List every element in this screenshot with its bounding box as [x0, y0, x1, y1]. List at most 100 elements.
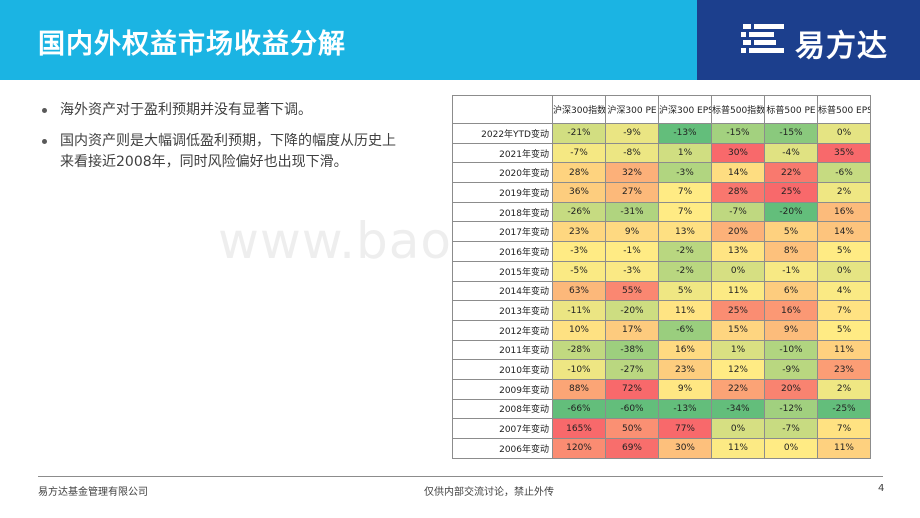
company-logo: 易方达 [697, 0, 920, 80]
value-cell: -15% [711, 123, 765, 144]
value-cell: 0% [711, 260, 765, 282]
value-cell: -66% [552, 398, 606, 420]
value-cell: 16% [658, 339, 712, 361]
value-cell: 20% [764, 378, 818, 400]
value-cell: 36% [552, 182, 606, 203]
row-label: 2009年变动 [452, 378, 553, 400]
value-cell: 0% [764, 438, 818, 459]
value-cell: 9% [605, 221, 659, 243]
row-label: 2015年变动 [452, 260, 553, 282]
table-row: 2006年变动 120% 69% 30% 11% 0% 11% [452, 438, 871, 459]
value-cell: 11% [711, 438, 765, 459]
value-cell: 165% [552, 418, 606, 439]
row-label: 2007年变动 [452, 418, 553, 439]
table-row: 2015年变动 -5% -3% -2% 0% -1% 0% [452, 260, 871, 282]
value-cell: -13% [658, 123, 712, 144]
row-label: 2020年变动 [452, 162, 553, 184]
value-cell: 25% [764, 182, 818, 203]
value-cell: -25% [817, 398, 871, 420]
value-cell: -1% [605, 241, 659, 262]
value-cell: 11% [658, 300, 712, 321]
value-cell: 11% [817, 438, 871, 459]
value-cell: 9% [658, 378, 712, 400]
value-cell: 27% [605, 182, 659, 203]
value-cell: 28% [552, 162, 606, 184]
row-label: 2016年变动 [452, 241, 553, 262]
table-row: 2019年变动 36% 27% 7% 28% 25% 2% [452, 182, 871, 203]
value-cell: 120% [552, 438, 606, 459]
table-row: 2010年变动 -10% -27% 23% 12% -9% 23% [452, 359, 871, 380]
value-cell: 23% [552, 221, 606, 243]
table-header-row: 沪深300指数 沪深300 PE 沪深300 EPS 标普500指数 标普500… [452, 95, 871, 124]
value-cell: -2% [658, 260, 712, 282]
value-cell: 5% [658, 280, 712, 302]
row-label: 2018年变动 [452, 201, 553, 223]
value-cell: -12% [764, 398, 818, 420]
value-cell: 4% [817, 280, 871, 302]
table-row: 2016年变动 -3% -1% -2% 13% 8% 5% [452, 241, 871, 262]
value-cell: 1% [658, 142, 712, 164]
value-cell: 5% [764, 221, 818, 243]
value-cell: 11% [817, 339, 871, 361]
efund-logo-icon [741, 24, 784, 53]
value-cell: 7% [658, 201, 712, 223]
row-label: 2010年变动 [452, 359, 553, 380]
value-cell: -26% [552, 201, 606, 223]
row-label: 2022年YTD变动 [452, 123, 553, 144]
column-header: 标普500指数 [711, 95, 765, 124]
table-row: 2021年变动 -7% -8% 1% 30% -4% 35% [452, 142, 871, 164]
row-label: 2021年变动 [452, 142, 553, 164]
value-cell: 1% [711, 339, 765, 361]
value-cell: -38% [605, 339, 659, 361]
value-cell: -4% [764, 142, 818, 164]
value-cell: 15% [711, 319, 765, 341]
value-cell: 77% [658, 418, 712, 439]
value-cell: -7% [711, 201, 765, 223]
row-label: 2012年变动 [452, 319, 553, 341]
bullet-list: 海外资产对于盈利预期并没有显著下调。 国内资产则是大幅调低盈利预期，下降的幅度从… [42, 100, 402, 183]
table-row: 2009年变动 88% 72% 9% 22% 20% 2% [452, 378, 871, 400]
slide-title: 国内外权益市场收益分解 [38, 29, 346, 60]
value-cell: 7% [658, 182, 712, 203]
value-cell: 28% [711, 182, 765, 203]
column-header: 沪深300 EPS [658, 95, 712, 124]
value-cell: -9% [605, 123, 659, 144]
row-label: 2014年变动 [452, 280, 553, 302]
table-row: 2022年YTD变动 -21% -9% -13% -15% -15% 0% [452, 123, 871, 144]
value-cell: 0% [817, 260, 871, 282]
value-cell: -13% [658, 398, 712, 420]
value-cell: 72% [605, 378, 659, 400]
bullet-dot-icon [42, 139, 47, 144]
bullet-item: 海外资产对于盈利预期并没有显著下调。 [42, 100, 402, 121]
value-cell: 2% [817, 378, 871, 400]
value-cell: -6% [658, 319, 712, 341]
value-cell: 6% [764, 280, 818, 302]
value-cell: 22% [764, 162, 818, 184]
column-header: 标普500 EPS [817, 95, 871, 124]
value-cell: -20% [605, 300, 659, 321]
value-cell: -60% [605, 398, 659, 420]
column-header: 标普500 PE [764, 95, 818, 124]
column-header: 沪深300指数 [552, 95, 606, 124]
bullet-text: 国内资产则是大幅调低盈利预期，下降的幅度从历史上来看接近2008年，同时风险偏好… [60, 133, 396, 170]
value-cell: 2% [817, 182, 871, 203]
value-cell: 50% [605, 418, 659, 439]
value-cell: 17% [605, 319, 659, 341]
value-cell: 13% [658, 221, 712, 243]
table-corner-cell [452, 95, 553, 124]
value-cell: -34% [711, 398, 765, 420]
value-cell: 32% [605, 162, 659, 184]
row-label: 2006年变动 [452, 438, 553, 459]
value-cell: -11% [552, 300, 606, 321]
value-cell: -7% [764, 418, 818, 439]
value-cell: -8% [605, 142, 659, 164]
value-cell: 13% [711, 241, 765, 262]
value-cell: -1% [764, 260, 818, 282]
table-row: 2020年变动 28% 32% -3% 14% 22% -6% [452, 162, 871, 184]
value-cell: 14% [817, 221, 871, 243]
value-cell: 0% [711, 418, 765, 439]
bullet-item: 国内资产则是大幅调低盈利预期，下降的幅度从历史上来看接近2008年，同时风险偏好… [42, 131, 402, 173]
value-cell: -3% [605, 260, 659, 282]
column-header: 沪深300 PE [605, 95, 659, 124]
value-cell: 7% [817, 418, 871, 439]
